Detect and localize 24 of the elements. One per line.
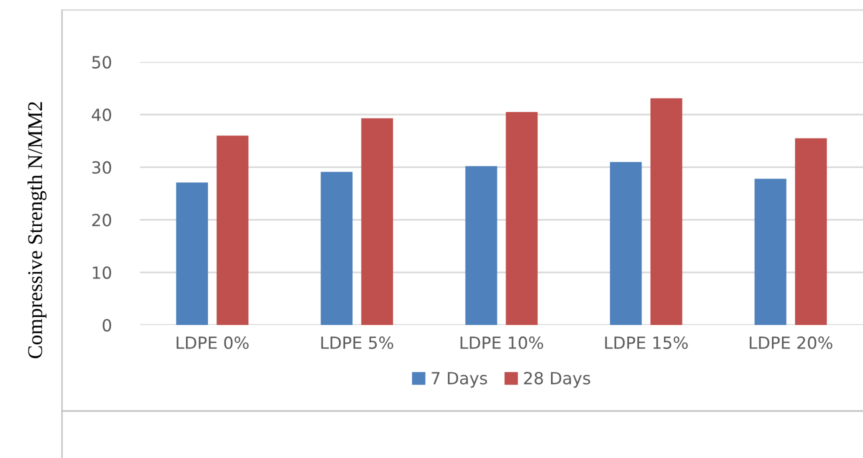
- x-tick-label: LDPE 0%: [176, 336, 249, 350]
- x-tick-label: LDPE 10%: [460, 336, 544, 350]
- bar: [216, 136, 248, 325]
- y-tick-label: 10: [92, 266, 112, 279]
- x-tick-label: LDPE 5%: [321, 336, 394, 350]
- y-tick-label: 40: [92, 108, 112, 122]
- bar: [754, 178, 786, 325]
- y-axis-title: Compressive Strength N/MM2: [28, 102, 46, 358]
- y-tick-label: 20: [92, 214, 112, 226]
- x-tick-label: LDPE 15%: [605, 336, 688, 350]
- bar: [465, 166, 498, 325]
- bar: [320, 172, 353, 325]
- y-tick-label: 0: [102, 318, 112, 332]
- x-tick-label: LDPE 20%: [750, 336, 832, 350]
- legend-label: 7 Days: [432, 372, 488, 388]
- bar: [176, 182, 208, 325]
- bar: [795, 138, 827, 325]
- bar: [610, 162, 642, 325]
- y-tick-label: 30: [92, 161, 112, 174]
- bar: [650, 98, 682, 325]
- bar: [361, 118, 394, 325]
- legend-label: 28 Days: [524, 372, 590, 388]
- y-tick-label: 50: [92, 56, 112, 69]
- bar: [506, 112, 538, 325]
